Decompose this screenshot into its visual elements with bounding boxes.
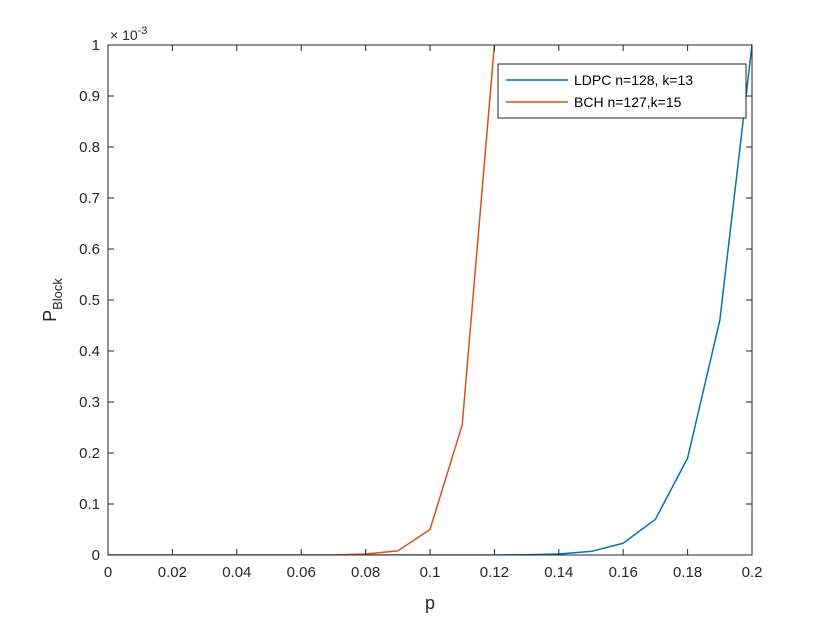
legend: LDPC n=128, k=13 BCH n=127,k=15	[497, 63, 747, 119]
x-tick-label: 0.08	[351, 564, 380, 581]
x-tick-label: 0.14	[544, 564, 573, 581]
y-tick-label: 0.4	[79, 343, 100, 360]
x-tick-label: 0.16	[609, 564, 638, 581]
y-exponent-label: × 10-3	[110, 25, 147, 43]
plot-area	[108, 45, 752, 555]
x-tick-label: 0.04	[222, 564, 251, 581]
y-axis-label-sub: Block	[50, 278, 65, 310]
y-axis-label-group: PBlock	[40, 278, 65, 322]
x-axis-label: p	[425, 593, 435, 613]
y-tick-label: 1	[92, 37, 100, 54]
x-tick-label: 0.06	[287, 564, 316, 581]
y-axis-label: PBlock	[40, 278, 65, 322]
series-line-0	[108, 45, 752, 555]
y-tick-label: 0.7	[79, 190, 100, 207]
x-tick-label: 0.02	[158, 564, 187, 581]
legend-box	[497, 63, 747, 119]
y-tick-label: 0.3	[79, 394, 100, 411]
x-tick-label: 0.2	[742, 564, 763, 581]
y-axis-label-main: P	[40, 310, 60, 322]
y-tick-label: 0.9	[79, 88, 100, 105]
x-tick-label: 0	[104, 564, 112, 581]
y-tick-label: 0	[92, 547, 100, 564]
y-tick-label: 0.2	[79, 445, 100, 462]
y-tick-label: 0.6	[79, 241, 100, 258]
x-tick-label: 0.18	[673, 564, 702, 581]
y-exponent-power: -3	[138, 25, 148, 37]
y-tick-label: 0.5	[79, 292, 100, 309]
legend-label-ldpc: LDPC n=128, k=13	[574, 72, 693, 88]
legend-label-bch: BCH n=127,k=15	[574, 94, 682, 110]
y-tick-label: 0.8	[79, 139, 100, 156]
series-line-1	[108, 45, 496, 555]
x-tick-label: 0.1	[420, 564, 441, 581]
y-tick-label: 0.1	[79, 496, 100, 513]
x-tick-label: 0.12	[480, 564, 509, 581]
